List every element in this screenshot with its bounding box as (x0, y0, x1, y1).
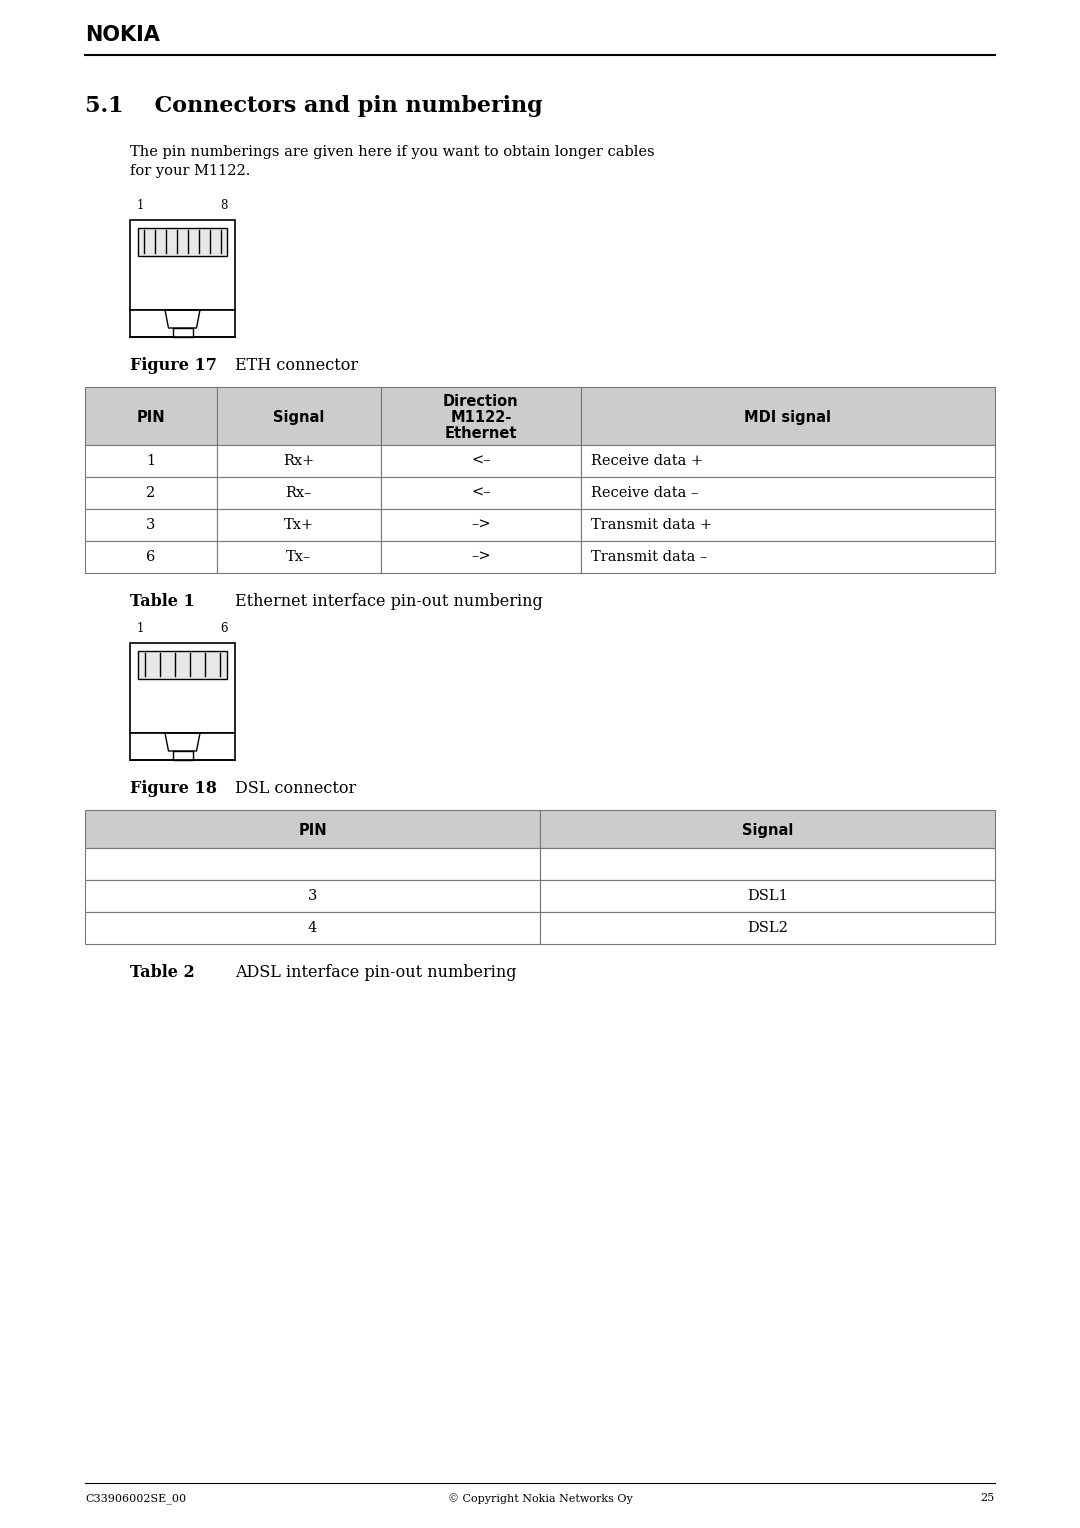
Text: NOKIA: NOKIA (85, 24, 160, 44)
Text: 3: 3 (146, 518, 156, 532)
Bar (381, 509, 581, 541)
Bar (381, 445, 581, 477)
Bar (381, 477, 581, 509)
Text: 6: 6 (220, 622, 228, 636)
Bar (85, 509, 217, 541)
Text: PIN: PIN (298, 824, 327, 837)
Bar (85, 848, 540, 880)
Text: Receive data –: Receive data – (591, 486, 699, 500)
Text: Transmit data –: Transmit data – (591, 550, 707, 564)
Text: <–: <– (471, 486, 490, 500)
Text: ETH connector: ETH connector (235, 358, 359, 374)
Text: 1: 1 (147, 454, 156, 468)
Text: ADSL interface pin-out numbering: ADSL interface pin-out numbering (235, 964, 516, 981)
Text: 6: 6 (146, 550, 156, 564)
Text: C33906002SE_00: C33906002SE_00 (85, 1493, 186, 1504)
Bar (540, 880, 995, 912)
Bar (173, 329, 192, 338)
Text: Table 1: Table 1 (130, 593, 194, 610)
Bar (581, 387, 995, 445)
Text: Table 2: Table 2 (130, 964, 194, 981)
Bar (130, 643, 235, 733)
Bar (85, 912, 540, 944)
Bar (130, 733, 235, 759)
Text: Ethernet interface pin-out numbering: Ethernet interface pin-out numbering (235, 593, 543, 610)
Text: Figure 18: Figure 18 (130, 779, 217, 798)
Bar (85, 387, 217, 445)
Bar (85, 810, 540, 848)
Bar (540, 848, 995, 880)
Bar (85, 880, 540, 912)
Text: Receive data +: Receive data + (591, 454, 703, 468)
Bar (540, 912, 995, 944)
Text: 4: 4 (308, 921, 318, 935)
Text: Figure 17: Figure 17 (130, 358, 217, 374)
Bar (581, 445, 995, 477)
Text: DSL2: DSL2 (747, 921, 788, 935)
Text: –>: –> (471, 518, 490, 532)
Text: Ethernet: Ethernet (445, 426, 517, 442)
Text: Rx–: Rx– (285, 486, 312, 500)
Bar (581, 509, 995, 541)
Text: Signal: Signal (273, 410, 324, 425)
Text: DSL1: DSL1 (747, 889, 788, 903)
Bar (217, 387, 381, 445)
Bar (138, 228, 227, 257)
Text: 2: 2 (147, 486, 156, 500)
Text: Rx+: Rx+ (283, 454, 314, 468)
Text: Direction: Direction (443, 394, 518, 410)
Text: Signal: Signal (742, 824, 793, 837)
Text: 1: 1 (137, 199, 145, 212)
Bar (217, 477, 381, 509)
Bar (381, 541, 581, 573)
Bar (130, 220, 235, 310)
Bar (381, 387, 581, 445)
Bar (138, 651, 227, 678)
Text: The pin numberings are given here if you want to obtain longer cables
for your M: The pin numberings are given here if you… (130, 145, 654, 179)
Bar (85, 445, 217, 477)
Text: DSL connector: DSL connector (235, 779, 356, 798)
Text: Tx+: Tx+ (284, 518, 314, 532)
Text: 25: 25 (981, 1493, 995, 1504)
Text: M1122-: M1122- (450, 410, 512, 425)
Text: 8: 8 (220, 199, 228, 212)
Bar (85, 541, 217, 573)
Bar (85, 477, 217, 509)
Text: 3: 3 (308, 889, 318, 903)
Bar (581, 477, 995, 509)
Text: MDI signal: MDI signal (744, 410, 832, 425)
Bar (217, 541, 381, 573)
Text: PIN: PIN (137, 410, 165, 425)
Text: 5.1    Connectors and pin numbering: 5.1 Connectors and pin numbering (85, 95, 542, 118)
Text: 1: 1 (137, 622, 145, 636)
Bar (130, 310, 235, 338)
Text: Tx–: Tx– (286, 550, 311, 564)
Text: –>: –> (471, 550, 490, 564)
Bar (173, 750, 192, 759)
Text: <–: <– (471, 454, 490, 468)
Bar (581, 541, 995, 573)
Bar (217, 445, 381, 477)
Bar (217, 509, 381, 541)
Text: © Copyright Nokia Networks Oy: © Copyright Nokia Networks Oy (447, 1493, 633, 1504)
Bar (540, 810, 995, 848)
Text: Transmit data +: Transmit data + (591, 518, 712, 532)
